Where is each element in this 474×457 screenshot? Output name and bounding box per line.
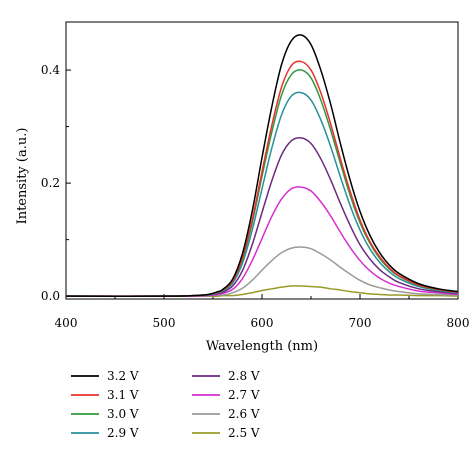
series-line-0 <box>65 34 459 297</box>
legend-label-4: 2.8 V <box>228 369 260 383</box>
series-line-5 <box>65 186 459 297</box>
y-tick-label-2: 0.4 <box>41 63 60 77</box>
series-line-7 <box>65 285 459 297</box>
axis-ticks: 400 500 600 700 800 0.0 0.2 0.4 <box>41 63 470 330</box>
x-tick-label-700: 700 <box>349 316 372 330</box>
series-line-2 <box>65 69 459 297</box>
y-axis-title: Intensity (a.u.) <box>15 128 30 225</box>
legend-label-1: 3.1 V <box>107 388 139 402</box>
legend-label-0: 3.2 V <box>107 369 139 383</box>
series-line-6 <box>65 246 459 297</box>
legend-label-2: 3.0 V <box>107 407 139 421</box>
y-tick-label-1: 0.2 <box>41 176 60 190</box>
legend-label-5: 2.7 V <box>228 388 260 402</box>
legend-label-6: 2.6 V <box>228 407 260 421</box>
x-tick-label-600: 600 <box>251 316 274 330</box>
x-tick-label-500: 500 <box>153 316 176 330</box>
series-line-3 <box>65 91 459 297</box>
x-tick-label-800: 800 <box>447 316 470 330</box>
legend-label-7: 2.5 V <box>228 426 260 440</box>
x-axis-title: Wavelength (nm) <box>206 339 318 354</box>
legend-label-3: 2.9 V <box>107 426 139 440</box>
series-lines <box>65 34 459 297</box>
x-tick-label-400: 400 <box>55 316 78 330</box>
legend: 3.2 V 3.1 V 3.0 V 2.9 V 2.8 V 2.7 V 2.6 V 2.5 V <box>71 369 260 440</box>
y-tick-label-0: 0.0 <box>41 289 60 303</box>
